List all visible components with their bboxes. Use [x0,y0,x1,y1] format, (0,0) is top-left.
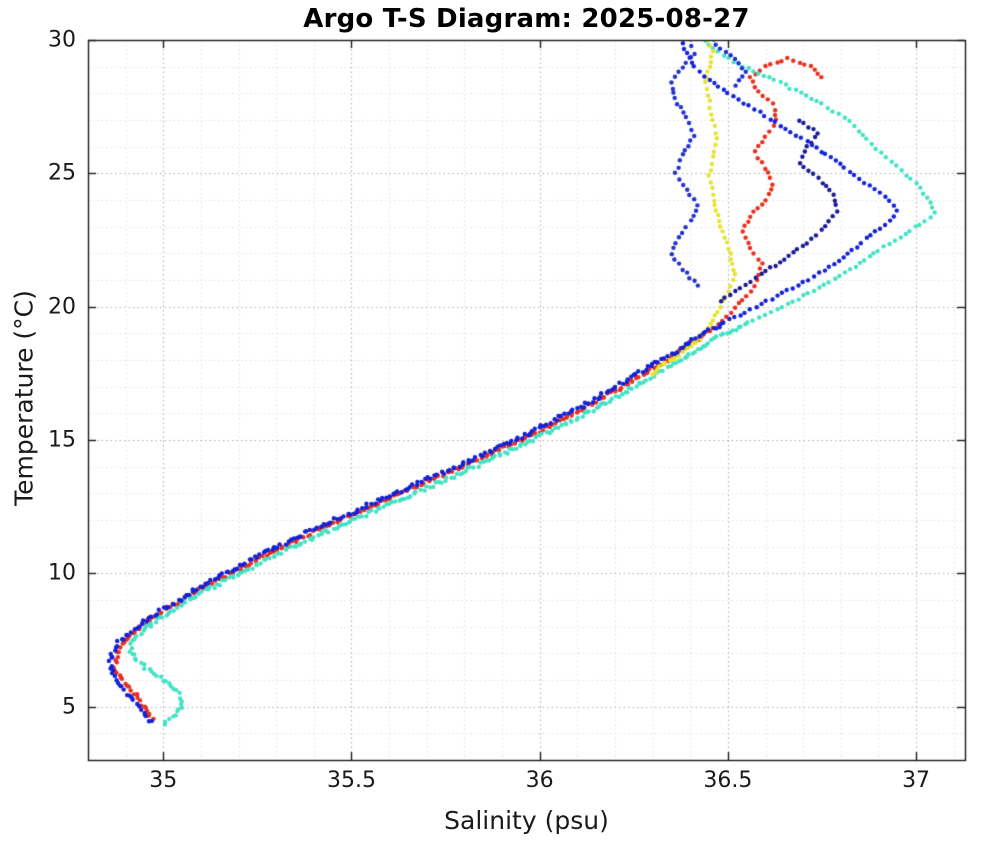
y-tick-label: 5 [62,694,76,720]
y-tick-label: 15 [48,427,76,453]
y-axis-label: Temperature (°C) [9,290,39,506]
y-tick-label: 25 [48,160,76,186]
x-axis-label: Salinity (psu) [444,806,609,835]
y-tick-label: 10 [48,560,76,586]
x-tick-label: 35.5 [326,768,376,793]
x-tick-label: 37 [902,768,931,793]
y-tick-label: 30 [48,27,76,53]
chart-title: Argo T-S Diagram: 2025-08-27 [303,4,750,34]
x-tick-label: 35 [149,768,178,793]
x-tick-label: 36.5 [703,768,753,793]
x-tick-label: 36 [525,768,554,793]
y-tick-label: 20 [48,294,76,320]
